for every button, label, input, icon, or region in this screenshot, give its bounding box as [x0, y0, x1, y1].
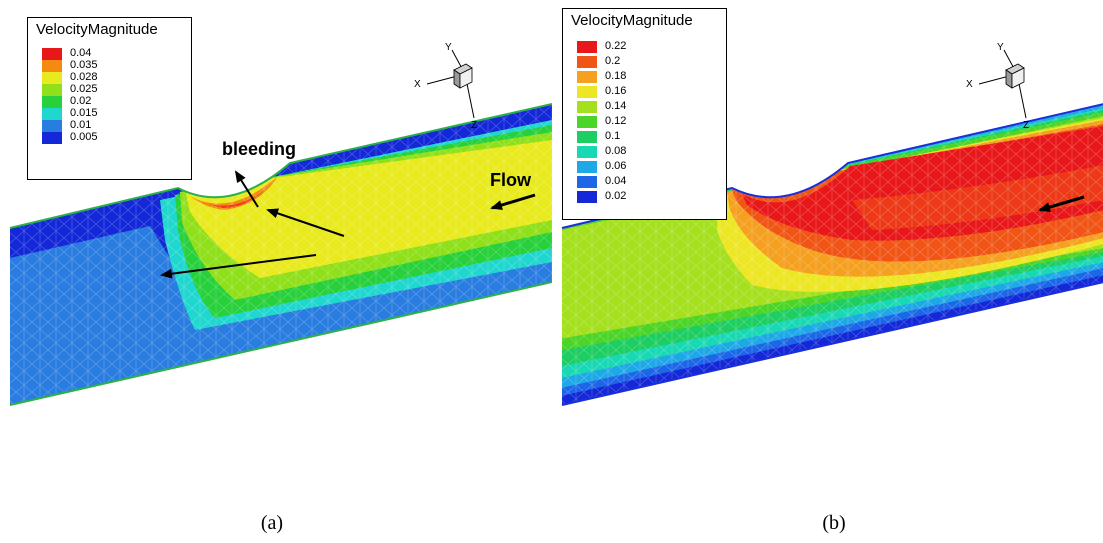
legend-swatch: [42, 120, 62, 132]
legend-label: 0.015: [70, 107, 98, 119]
caption-a: (a): [260, 512, 284, 534]
figure-panel-b: Y X Z VelocityMagnitude 0.22 0.2 0.18 0.…: [552, 0, 1103, 543]
legend-swatch: [42, 84, 62, 96]
top-wall-b: [561, 103, 1103, 229]
legend-swatch: [42, 72, 62, 84]
x-axis-label-a: X: [414, 79, 421, 90]
z-axis-label-a: Z: [471, 120, 477, 131]
flow-arrow-lower: [160, 254, 317, 279]
legend-label: 0.04: [605, 175, 627, 187]
inflow-arrow-b: [1038, 195, 1085, 212]
legend-label: 0.04: [70, 47, 92, 59]
legend-swatch: [577, 176, 597, 188]
legend-swatch: [42, 48, 62, 60]
legend-swatch: [577, 71, 597, 83]
caption-b: (b): [822, 512, 846, 534]
legend-label: 0.1: [605, 130, 621, 142]
flow-arrow-upper: [266, 208, 345, 237]
legend-a: VelocityMagnitude 0.04 0.035 0.028 0.025…: [27, 17, 192, 180]
legend-label: 0.08: [605, 145, 627, 157]
legend-swatch: [577, 161, 597, 173]
legend-swatch: [577, 86, 597, 98]
legend-label: 0.06: [605, 160, 627, 172]
legend-label: 0.025: [70, 83, 98, 95]
bleeding-arrow: [234, 170, 259, 208]
legend-swatch: [42, 132, 62, 144]
z-axis-label-b: Z: [1023, 120, 1029, 131]
inflow-arrow: [490, 193, 536, 210]
legend-label: 0.22: [605, 40, 627, 52]
legend-b: VelocityMagnitude 0.22 0.2 0.18 0.16 0.1…: [562, 8, 727, 220]
legend-swatch: [42, 96, 62, 108]
axis-triad-a: Y X Z: [414, 42, 477, 131]
legend-swatch: [42, 60, 62, 72]
legend-swatch: [577, 116, 597, 128]
legend-label: 0.2: [605, 55, 621, 67]
legend-swatch: [577, 146, 597, 158]
bleeding-label: bleeding: [222, 139, 296, 159]
legend-swatch: [577, 56, 597, 68]
legend-swatch: [577, 131, 597, 143]
bottom-wall-b: [561, 281, 1103, 406]
x-axis-label-b: X: [966, 79, 973, 90]
legend-swatch: [577, 41, 597, 53]
legend-swatch: [42, 108, 62, 120]
legend-label: 0.14: [605, 100, 627, 112]
legend-label: 0.16: [605, 85, 627, 97]
legend-label: 0.035: [70, 59, 98, 71]
legend-swatch: [577, 101, 597, 113]
top-wall-a: [9, 103, 552, 229]
legend-label: 0.12: [605, 115, 627, 127]
legend-title-b: VelocityMagnitude: [571, 12, 693, 29]
legend-swatch: [577, 191, 597, 203]
legend-label: 0.02: [605, 190, 627, 202]
flow-label: Flow: [490, 170, 532, 190]
axis-triad-b: Y X Z: [966, 42, 1029, 131]
bottom-wall-a: [9, 281, 552, 406]
legend-label: 0.02: [70, 95, 92, 107]
legend-title-a: VelocityMagnitude: [36, 21, 158, 38]
figure-panel-a: bleeding Flow Y X Z VelocityMagnitude 0.…: [9, 17, 552, 534]
y-axis-label-b: Y: [997, 42, 1004, 53]
y-axis-label-a: Y: [445, 42, 452, 53]
legend-label: 0.01: [70, 119, 92, 131]
legend-label: 0.18: [605, 70, 627, 82]
legend-label: 0.005: [70, 131, 98, 143]
legend-label: 0.028: [70, 71, 98, 83]
